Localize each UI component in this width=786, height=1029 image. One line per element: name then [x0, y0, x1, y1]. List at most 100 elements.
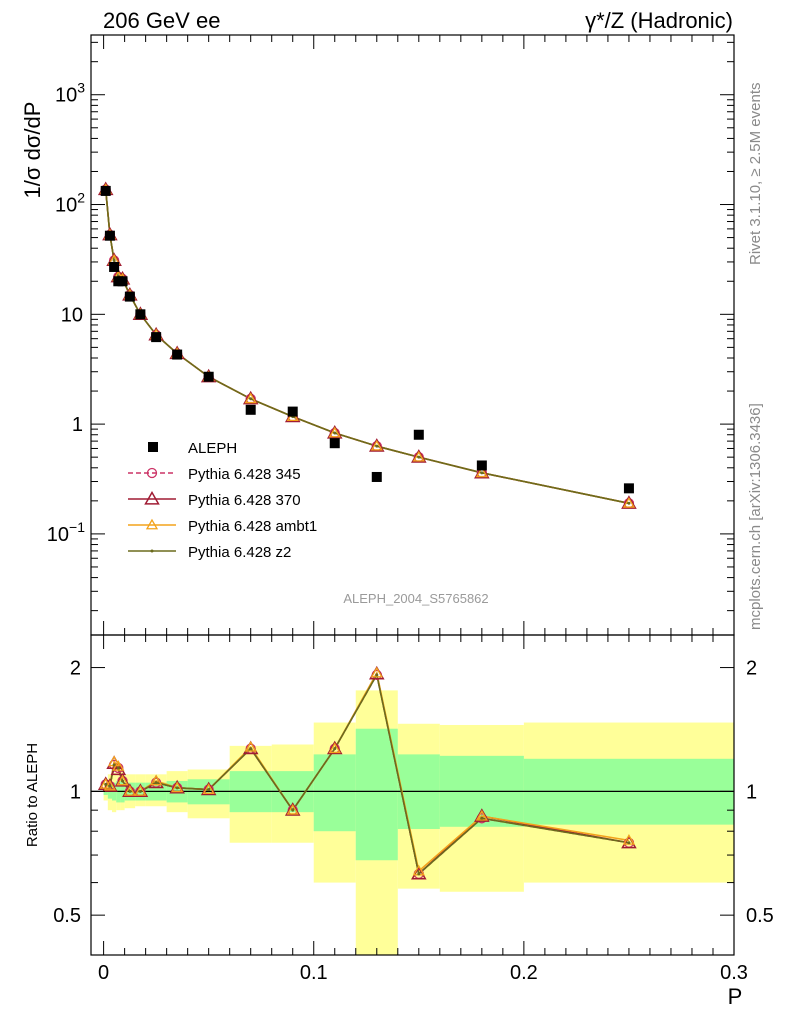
- x-axis-label: P: [728, 984, 743, 1009]
- marker-triangle: [368, 438, 385, 452]
- legend-item-data: ALEPH: [148, 440, 237, 457]
- y-tick-label: 10−1: [47, 519, 85, 546]
- marker-triangle-small: [475, 809, 488, 821]
- marker-dot: [249, 747, 253, 751]
- x-tick-label: 0.2: [510, 962, 538, 984]
- marker-triangle: [242, 390, 259, 405]
- marker-dot: [480, 816, 484, 820]
- marker-triangle-small: [622, 496, 636, 508]
- marker-dot: [121, 779, 125, 783]
- marker-triangle-small: [145, 518, 159, 530]
- marker-triangle: [144, 490, 160, 505]
- marker-dot: [138, 789, 142, 793]
- marker-triangle-small: [171, 781, 184, 793]
- marker-triangle: [114, 772, 131, 787]
- data-point-aleph: [329, 438, 340, 449]
- marker-triangle-small: [328, 742, 341, 754]
- marker-dot: [480, 471, 484, 475]
- marker-triangle-small: [123, 785, 136, 796]
- marker-triangle-small: [202, 783, 215, 794]
- marker-dot: [207, 788, 211, 792]
- data-point-aleph: [109, 261, 120, 272]
- data-point-aleph: [623, 483, 634, 494]
- legend-item-p370: Pythia 6.428 370: [128, 490, 301, 509]
- marker-dot: [333, 431, 337, 435]
- upper-axes: 10−1 1 10 102 103: [47, 35, 735, 635]
- ratio-y-tick-label-right: 2: [746, 658, 757, 680]
- marker-dot: [108, 784, 112, 788]
- lower-frame: [90, 634, 735, 956]
- header-right-label: γ*/Z (Hadronic): [585, 8, 733, 33]
- upper-plot-area: [97, 181, 637, 509]
- series-line-p345: [104, 189, 630, 505]
- marker-dot: [150, 549, 154, 553]
- marker-triangle-small: [328, 426, 341, 438]
- marker-triangle-small: [134, 785, 147, 796]
- marker-triangle: [326, 740, 343, 755]
- marker-dot: [175, 786, 179, 790]
- marker-triangle: [474, 808, 490, 822]
- y-tick-label: 103: [55, 80, 85, 107]
- marker-triangle: [132, 783, 149, 797]
- marker-triangle-small: [370, 666, 383, 678]
- data-point-aleph: [117, 276, 128, 287]
- rivet-version-label: Rivet 3.1.10, ≥ 2.5M events: [747, 83, 764, 266]
- marker-triangle: [474, 464, 490, 479]
- legend-label: Pythia 6.428 370: [188, 492, 301, 509]
- marker-triangle-small: [286, 803, 299, 815]
- y-tick-label: 10: [61, 304, 83, 326]
- data-point-aleph: [245, 404, 256, 415]
- legend-item-ambt1: Pythia 6.428 ambt1: [128, 518, 317, 535]
- legend-marker-square: [148, 442, 158, 452]
- legend-label: Pythia 6.428 345: [188, 466, 301, 483]
- marker-dot: [116, 766, 120, 770]
- analysis-id-label: ALEPH_2004_S5765862: [343, 591, 488, 606]
- lower-axes: 0 0.1 0.2 0.3 0.5 0.5 1 1 2 2: [53, 635, 774, 984]
- series-line-z2: [104, 189, 630, 505]
- marker-triangle-small: [370, 439, 383, 451]
- marker-triangle-small: [112, 760, 125, 771]
- marker-triangle-small: [412, 450, 425, 462]
- marker-dot: [417, 872, 421, 876]
- marker-dot: [291, 808, 295, 812]
- legend-item-z2: Pythia 6.428 z2: [128, 544, 291, 561]
- ratio-y-tick-label: 2: [70, 658, 81, 680]
- marker-triangle-small: [116, 774, 129, 786]
- marker-dot: [112, 258, 116, 262]
- data-point-aleph: [124, 291, 135, 302]
- mcplots-label: mcplots.cern.ch [arXiv:1306.3436]: [747, 403, 764, 630]
- legend: ALEPH Pythia 6.428 345 Pythia 6.428 370 Pyt…: [128, 440, 317, 561]
- marker-circle: [146, 467, 158, 479]
- data-point-aleph: [151, 332, 162, 343]
- marker-triangle: [284, 802, 301, 816]
- marker-dot: [627, 501, 631, 505]
- y-tick-label: 102: [55, 190, 85, 217]
- band-stat-bin: [313, 754, 356, 832]
- data-point-aleph: [172, 349, 183, 360]
- ratio-y-tick-label: 0.5: [53, 905, 81, 927]
- ratio-y-tick-label-right: 1: [746, 781, 757, 803]
- marker-dot: [375, 444, 379, 448]
- x-tick-label: 0.3: [720, 962, 748, 984]
- legend-label: Pythia 6.428 ambt1: [188, 518, 317, 535]
- marker-triangle-small: [103, 779, 117, 791]
- x-tick-label: 0: [98, 962, 109, 984]
- marker-triangle: [411, 865, 427, 880]
- marker-triangle-small: [150, 774, 163, 786]
- marker-triangle: [169, 779, 185, 794]
- marker-dot: [375, 673, 379, 677]
- ratio-y-tick-label: 1: [70, 781, 81, 803]
- x-tick-label: 0.1: [300, 962, 328, 984]
- data-point-aleph: [135, 309, 146, 320]
- y-tick-label: 1: [72, 414, 83, 436]
- series-line-p370: [104, 189, 630, 505]
- header-left-label: 206 GeV ee: [103, 8, 220, 33]
- marker-triangle: [122, 783, 138, 797]
- legend-item-p345: Pythia 6.428 345: [128, 466, 301, 483]
- marker-triangle: [110, 761, 127, 776]
- marker-dot: [104, 782, 108, 786]
- legend-label: Pythia 6.428 z2: [188, 544, 291, 561]
- data-point-aleph: [413, 429, 424, 440]
- marker-triangle-small: [244, 740, 257, 752]
